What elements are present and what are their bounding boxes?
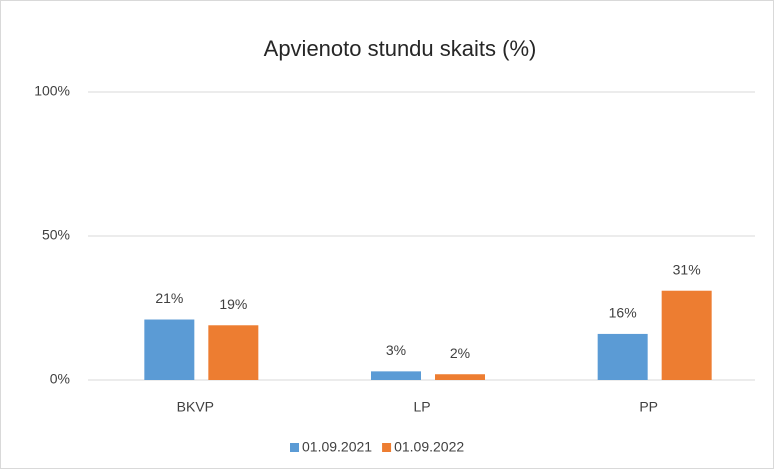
data-label: 2% bbox=[450, 345, 470, 361]
chart-title: Apvienoto stundu skaits (%) bbox=[264, 36, 537, 61]
y-tick-label: 0% bbox=[50, 371, 70, 387]
legend-label: 01.09.2022 bbox=[394, 439, 464, 455]
bar bbox=[371, 371, 421, 380]
legend-swatch bbox=[382, 443, 392, 452]
data-label: 19% bbox=[219, 296, 247, 312]
bar bbox=[208, 325, 259, 380]
bar bbox=[597, 333, 648, 380]
data-label: 3% bbox=[386, 342, 406, 358]
y-tick-label: 50% bbox=[42, 227, 70, 243]
data-label: 31% bbox=[673, 261, 701, 277]
x-tick-label: PP bbox=[639, 399, 658, 415]
x-tick-label: BKVP bbox=[177, 399, 214, 415]
data-label: 16% bbox=[609, 305, 637, 321]
bar bbox=[435, 374, 485, 380]
x-tick-label: LP bbox=[413, 399, 430, 415]
bar bbox=[661, 290, 712, 380]
legend-label: 01.09.2021 bbox=[302, 439, 372, 455]
y-tick-label: 100% bbox=[34, 83, 70, 99]
legend-swatch bbox=[290, 443, 299, 452]
bar bbox=[144, 319, 195, 380]
data-label: 21% bbox=[155, 290, 183, 306]
